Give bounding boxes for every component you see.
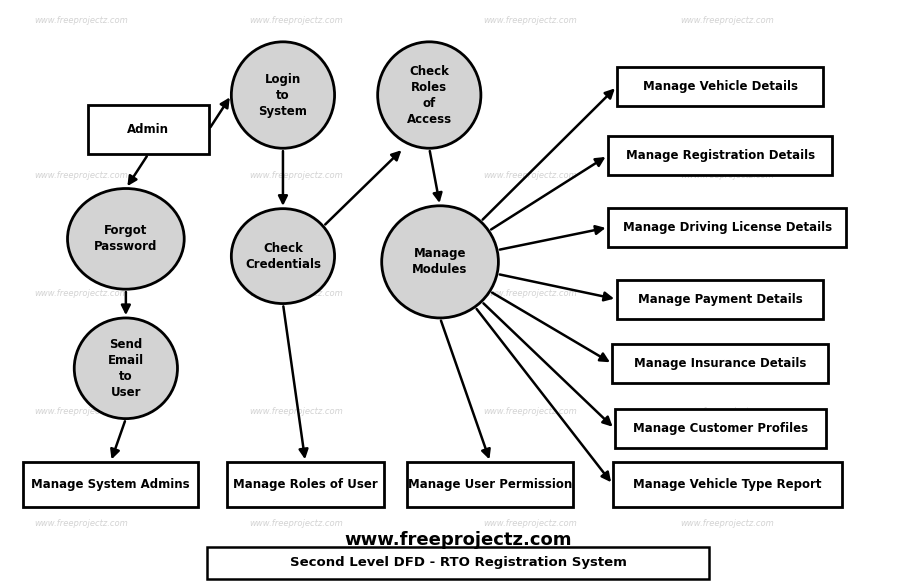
Ellipse shape (377, 42, 481, 149)
Text: www.freeprojectz.com: www.freeprojectz.com (483, 407, 577, 416)
FancyBboxPatch shape (616, 67, 823, 106)
Text: www.freeprojectz.com: www.freeprojectz.com (483, 519, 577, 528)
FancyBboxPatch shape (88, 105, 209, 154)
Text: Manage Registration Details: Manage Registration Details (626, 149, 814, 162)
FancyBboxPatch shape (608, 208, 846, 247)
Text: Manage Vehicle Type Report: Manage Vehicle Type Report (633, 478, 822, 491)
Text: www.freeprojectz.com: www.freeprojectz.com (34, 171, 128, 180)
FancyBboxPatch shape (613, 462, 842, 507)
Text: Manage Driving License Details: Manage Driving License Details (623, 221, 832, 234)
FancyBboxPatch shape (616, 279, 823, 319)
FancyBboxPatch shape (207, 547, 709, 579)
Text: www.freeprojectz.com: www.freeprojectz.com (681, 171, 774, 180)
Text: Login
to
System: Login to System (258, 73, 308, 117)
Ellipse shape (232, 208, 334, 303)
Text: Manage Roles of User: Manage Roles of User (233, 478, 377, 491)
Text: Manage Vehicle Details: Manage Vehicle Details (643, 80, 798, 93)
Text: www.freeprojectz.com: www.freeprojectz.com (34, 519, 128, 528)
Text: www.freeprojectz.com: www.freeprojectz.com (34, 289, 128, 298)
Text: Check
Credentials: Check Credentials (245, 242, 321, 271)
Text: Manage
Modules: Manage Modules (412, 247, 468, 276)
Ellipse shape (68, 188, 184, 289)
FancyBboxPatch shape (227, 462, 384, 507)
Text: www.freeprojectz.com: www.freeprojectz.com (249, 289, 344, 298)
Text: Manage User Permission: Manage User Permission (409, 478, 572, 491)
Ellipse shape (74, 318, 178, 419)
Text: www.freeprojectz.com: www.freeprojectz.com (249, 407, 344, 416)
FancyBboxPatch shape (613, 344, 828, 383)
Ellipse shape (382, 206, 498, 318)
FancyBboxPatch shape (408, 462, 573, 507)
Text: Manage Payment Details: Manage Payment Details (638, 293, 802, 306)
FancyBboxPatch shape (608, 136, 833, 175)
Text: www.freeprojectz.com: www.freeprojectz.com (249, 171, 344, 180)
Text: Check
Roles
of
Access: Check Roles of Access (407, 65, 452, 126)
Text: www.freeprojectz.com: www.freeprojectz.com (483, 16, 577, 25)
FancyBboxPatch shape (23, 462, 198, 507)
Text: Manage System Admins: Manage System Admins (31, 478, 190, 491)
Text: www.freeprojectz.com: www.freeprojectz.com (681, 407, 774, 416)
Text: www.freeprojectz.com: www.freeprojectz.com (681, 289, 774, 298)
Text: Manage Insurance Details: Manage Insurance Details (634, 357, 806, 370)
Text: www.freeprojectz.com: www.freeprojectz.com (681, 16, 774, 25)
FancyBboxPatch shape (615, 409, 825, 448)
Text: www.freeprojectz.com: www.freeprojectz.com (249, 519, 344, 528)
Text: www.freeprojectz.com: www.freeprojectz.com (483, 171, 577, 180)
Text: www.freeprojectz.com: www.freeprojectz.com (483, 289, 577, 298)
Text: www.freeprojectz.com: www.freeprojectz.com (34, 407, 128, 416)
Ellipse shape (232, 42, 334, 149)
Text: Admin: Admin (127, 123, 169, 136)
Text: www.freeprojectz.com: www.freeprojectz.com (34, 16, 128, 25)
Text: Send
Email
to
User: Send Email to User (108, 338, 144, 399)
Text: Forgot
Password: Forgot Password (94, 224, 158, 254)
Text: Manage Customer Profiles: Manage Customer Profiles (633, 422, 808, 435)
Text: www.freeprojectz.com: www.freeprojectz.com (681, 519, 774, 528)
Text: www.freeprojectz.com: www.freeprojectz.com (249, 16, 344, 25)
Text: www.freeprojectz.com: www.freeprojectz.com (344, 531, 572, 549)
Text: Second Level DFD - RTO Registration System: Second Level DFD - RTO Registration Syst… (289, 556, 627, 569)
